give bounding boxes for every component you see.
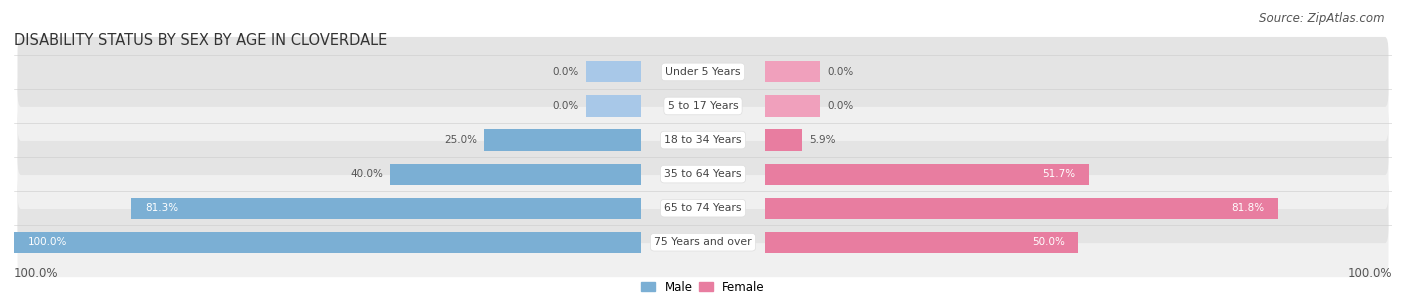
Bar	[765, 130, 801, 151]
Text: Under 5 Years: Under 5 Years	[665, 67, 741, 77]
Text: 75 Years and over: 75 Years and over	[654, 237, 752, 247]
Bar	[586, 95, 641, 117]
Text: 25.0%: 25.0%	[444, 135, 478, 145]
Bar	[765, 61, 820, 82]
Text: 5 to 17 Years: 5 to 17 Years	[668, 101, 738, 111]
Bar	[131, 198, 641, 219]
Text: DISABILITY STATUS BY SEX BY AGE IN CLOVERDALE: DISABILITY STATUS BY SEX BY AGE IN CLOVE…	[14, 33, 387, 48]
Text: 0.0%: 0.0%	[827, 67, 853, 77]
Text: 0.0%: 0.0%	[553, 67, 579, 77]
Bar	[765, 232, 1078, 253]
Text: 50.0%: 50.0%	[1032, 237, 1064, 247]
Bar	[765, 198, 1278, 219]
Bar	[586, 61, 641, 82]
Text: 100.0%: 100.0%	[14, 267, 59, 280]
Bar	[765, 95, 820, 117]
FancyBboxPatch shape	[17, 207, 1389, 277]
Text: 65 to 74 Years: 65 to 74 Years	[664, 203, 742, 213]
Bar	[484, 130, 641, 151]
Bar	[14, 232, 641, 253]
Text: Source: ZipAtlas.com: Source: ZipAtlas.com	[1260, 12, 1385, 25]
Bar	[765, 163, 1090, 185]
FancyBboxPatch shape	[17, 173, 1389, 243]
Text: 40.0%: 40.0%	[350, 169, 384, 179]
Text: 81.3%: 81.3%	[145, 203, 179, 213]
Text: 0.0%: 0.0%	[827, 101, 853, 111]
Text: 51.7%: 51.7%	[1042, 169, 1076, 179]
Text: 5.9%: 5.9%	[808, 135, 835, 145]
Text: 100.0%: 100.0%	[1347, 267, 1392, 280]
Text: 18 to 34 Years: 18 to 34 Years	[664, 135, 742, 145]
FancyBboxPatch shape	[17, 37, 1389, 107]
Legend: Male, Female: Male, Female	[637, 276, 769, 298]
Text: 100.0%: 100.0%	[28, 237, 67, 247]
FancyBboxPatch shape	[17, 71, 1389, 141]
FancyBboxPatch shape	[17, 139, 1389, 209]
Bar	[391, 163, 641, 185]
Text: 0.0%: 0.0%	[553, 101, 579, 111]
FancyBboxPatch shape	[17, 105, 1389, 175]
Text: 35 to 64 Years: 35 to 64 Years	[664, 169, 742, 179]
Text: 81.8%: 81.8%	[1230, 203, 1264, 213]
